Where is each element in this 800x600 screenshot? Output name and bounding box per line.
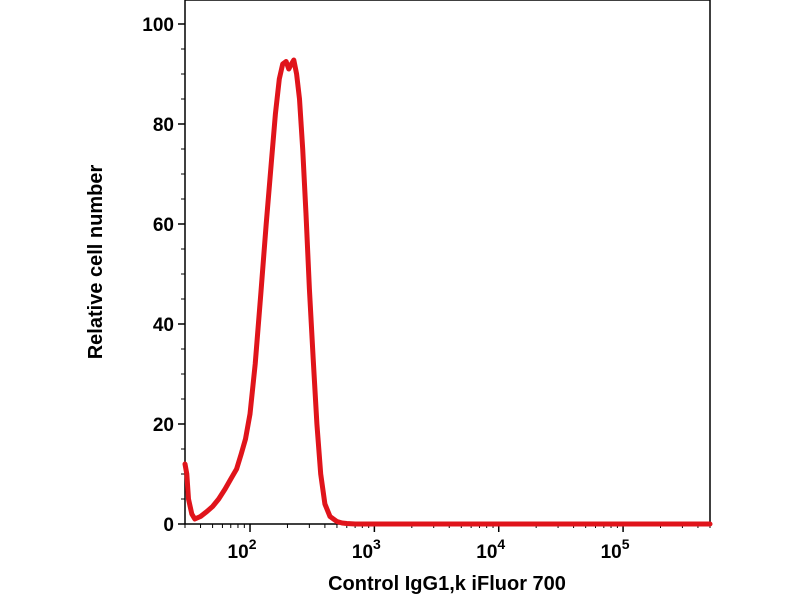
- y-axis-title: Relative cell number: [85, 165, 107, 360]
- y-tick-label: 20: [153, 415, 174, 436]
- x-axis: 102 103 104 105: [184, 524, 711, 563]
- y-tick-label: 100: [142, 15, 174, 36]
- y-tick-label: 80: [153, 115, 174, 136]
- x-tick-label: 102: [228, 536, 257, 563]
- x-axis-title: Control IgG1,k iFluor 700: [328, 573, 566, 595]
- y-tick-label: 60: [153, 215, 174, 236]
- x-tick-label: 103: [352, 536, 381, 563]
- histogram-line: [182, 57, 713, 527]
- y-axis: 0 20 40 60 80 100: [142, 15, 185, 536]
- y-tick-label: 0: [163, 515, 174, 536]
- y-tick-label: 40: [153, 315, 174, 336]
- x-tick-label: 104: [476, 536, 505, 563]
- x-tick-label: 105: [601, 536, 630, 563]
